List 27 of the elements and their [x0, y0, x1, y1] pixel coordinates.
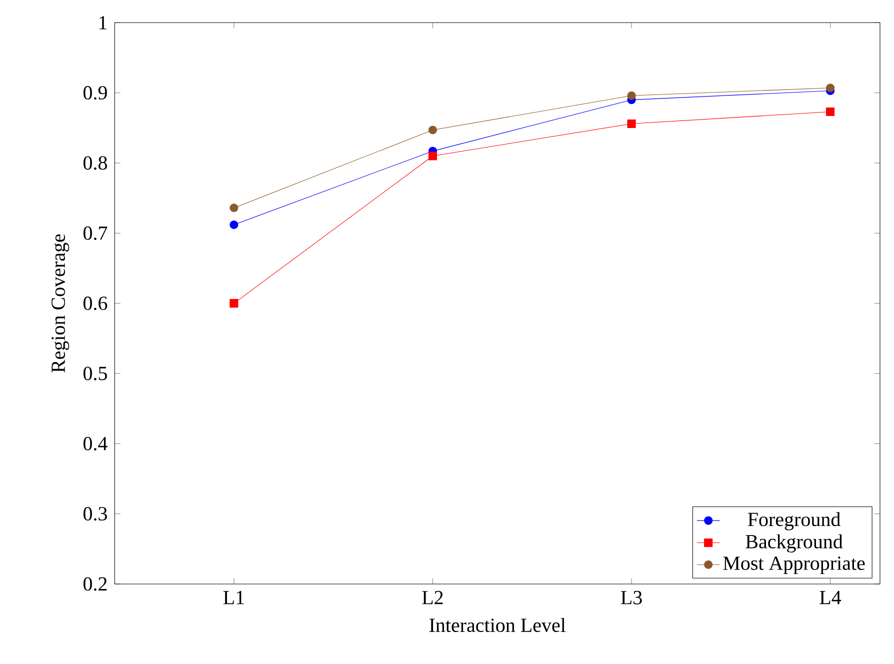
x-tick-label: L4	[820, 590, 842, 604]
legend-label: Background	[746, 534, 843, 553]
y-tick-label: 0.7	[83, 226, 108, 240]
y-tick-label: 0.5	[83, 366, 107, 380]
y-axis-title: Region Coverage	[52, 234, 70, 372]
point	[428, 126, 437, 134]
y-tick-label: 1	[99, 16, 107, 30]
y-tick-label: 0.2	[83, 577, 107, 591]
y-tick-label: 0.4	[83, 436, 108, 450]
point	[230, 204, 238, 212]
point	[826, 84, 835, 92]
point	[230, 299, 238, 308]
legend-label: Foreground	[748, 512, 840, 530]
x-tick-label: L2	[422, 590, 443, 604]
legend-label: Most Appropriate	[723, 556, 865, 574]
point	[826, 108, 835, 116]
y-tick-label: 0.8	[83, 156, 107, 170]
point	[428, 152, 437, 160]
x-tick-label: L3	[620, 590, 642, 604]
x-tick-label: L1	[223, 590, 244, 604]
y-tick-label: 0.6	[83, 296, 108, 310]
y-tick-label: 0.3	[83, 507, 107, 521]
point	[627, 119, 636, 128]
y-tick-label: 0.9	[83, 86, 107, 100]
point	[627, 91, 636, 100]
point	[230, 220, 238, 230]
x-axis-title: Interaction Level	[429, 618, 566, 632]
